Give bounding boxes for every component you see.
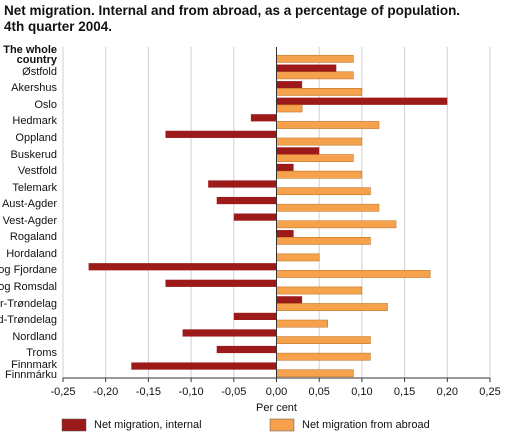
bar xyxy=(276,369,354,378)
legend-swatch xyxy=(269,418,295,432)
bar xyxy=(233,312,277,320)
bar xyxy=(276,163,294,172)
bar xyxy=(131,362,277,370)
y-tick-label: Sør-Trøndelag xyxy=(0,297,57,310)
y-tick-label: Telemark xyxy=(12,181,57,194)
bar xyxy=(233,213,277,221)
y-tick-label: Akershus xyxy=(11,82,57,95)
bar xyxy=(276,81,303,89)
x-tick-label: 0,10 xyxy=(351,386,372,398)
y-tick-label: Troms xyxy=(26,347,57,360)
bar xyxy=(276,154,354,162)
y-tick-label: Hedmark xyxy=(12,115,57,128)
bar xyxy=(276,270,431,278)
bar xyxy=(276,71,354,80)
x-tick-label: -0,20 xyxy=(93,386,118,398)
y-tick-label: Oppland xyxy=(15,132,57,145)
bar xyxy=(250,114,277,122)
bar xyxy=(276,220,397,229)
bar xyxy=(88,263,277,271)
y-tick-label: Nord-Trøndelag xyxy=(0,314,57,327)
bar xyxy=(276,237,371,245)
bar xyxy=(276,253,320,262)
bar xyxy=(276,303,388,311)
bar xyxy=(165,130,277,138)
chart-subtitle: 4th quarter 2004. xyxy=(4,19,113,34)
y-tick-label: Oslo xyxy=(34,98,57,111)
bar xyxy=(276,230,294,238)
bar xyxy=(276,137,363,146)
y-tick-label: The whole country xyxy=(3,44,57,67)
legend-label: Net migration, internal xyxy=(94,419,202,431)
y-tick-label: Vestfold xyxy=(17,165,57,178)
y-tick-label: Buskerud xyxy=(10,148,57,161)
bar xyxy=(276,203,380,212)
bar xyxy=(182,329,277,337)
bar xyxy=(276,336,371,344)
x-tick-label: 0,25 xyxy=(479,386,500,398)
y-tick-label: Vest-Agder xyxy=(2,214,57,227)
y-tick-label: Østfold xyxy=(22,65,57,78)
bar xyxy=(276,104,303,113)
y-tick-label: Aust-Agder xyxy=(1,198,57,211)
bar xyxy=(276,286,363,295)
x-tick-label: 0,00 xyxy=(266,386,287,398)
legend-label: Net migration from abroad xyxy=(302,419,430,431)
bar xyxy=(276,296,303,304)
bar xyxy=(276,147,320,155)
y-tick-label: Hordaland xyxy=(6,247,57,260)
x-tick-label: 0,05 xyxy=(308,386,329,398)
y-tick-label: Rogaland xyxy=(9,231,57,244)
x-tick-label: -0,15 xyxy=(136,386,161,398)
x-tick-label: 0,20 xyxy=(437,386,458,398)
y-tick-label: Møre og Romsdal xyxy=(0,280,57,293)
legend-swatch xyxy=(61,418,87,432)
bar xyxy=(276,319,328,328)
bar xyxy=(276,187,371,196)
x-tick-label: -0,25 xyxy=(50,386,75,398)
chart-title: Net migration. Internal and from abroad,… xyxy=(4,3,461,18)
bar xyxy=(216,196,277,205)
y-tick-label: Finnmark Finnmárku xyxy=(5,358,57,381)
bar xyxy=(208,180,277,188)
x-axis-label: Per cent xyxy=(256,402,297,414)
bar xyxy=(276,64,337,72)
bar xyxy=(276,170,363,179)
bar xyxy=(276,352,371,361)
bar xyxy=(216,345,277,354)
x-tick-label: 0,15 xyxy=(394,386,415,398)
bar xyxy=(276,88,363,96)
bar xyxy=(165,279,277,287)
x-tick-label: -0,10 xyxy=(179,386,204,398)
bar xyxy=(276,97,448,105)
x-tick-label: -0,05 xyxy=(221,386,246,398)
bar xyxy=(276,54,354,63)
y-tick-label: Sogn og Fjordane xyxy=(0,264,57,277)
y-tick-label: Nordland xyxy=(12,330,57,343)
bar xyxy=(276,121,380,129)
